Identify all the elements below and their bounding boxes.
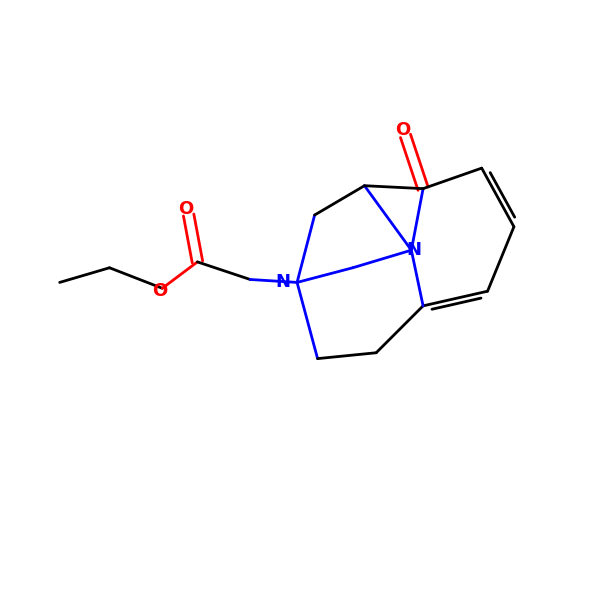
Text: N: N xyxy=(407,241,422,259)
Text: N: N xyxy=(275,274,290,292)
Text: O: O xyxy=(152,282,167,300)
Text: O: O xyxy=(178,200,193,218)
Text: O: O xyxy=(395,121,410,139)
